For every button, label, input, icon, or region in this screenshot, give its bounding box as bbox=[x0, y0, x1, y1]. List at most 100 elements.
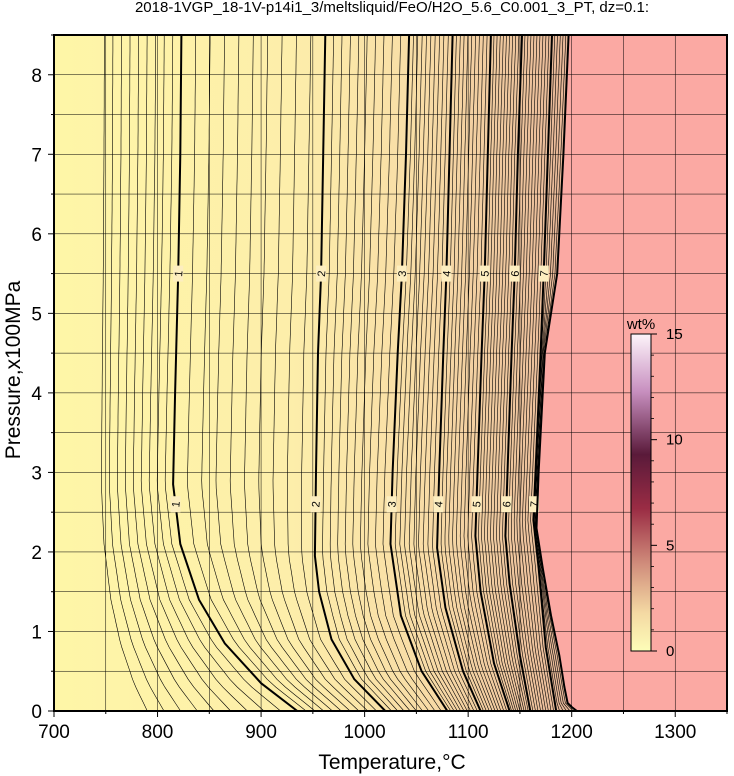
contour-label: 3 bbox=[386, 501, 398, 508]
minor-contour bbox=[511, 35, 536, 711]
colorbar: wt% 0 5 10 15 bbox=[626, 316, 683, 660]
contour-label: 1 bbox=[173, 270, 185, 277]
y-tick-label: 2 bbox=[31, 543, 42, 564]
minor-contour bbox=[496, 35, 525, 711]
colorbar-tick-label: 0 bbox=[666, 643, 674, 660]
y-tick-label: 5 bbox=[31, 304, 42, 325]
contour-label: 7 bbox=[538, 270, 550, 277]
contour-label-bg bbox=[396, 265, 407, 282]
colorbar-tick-label: 10 bbox=[666, 432, 683, 449]
y-tick-label: 6 bbox=[31, 225, 42, 246]
x-tick-label: 1200 bbox=[551, 722, 593, 743]
x-tick-label: 900 bbox=[245, 722, 277, 743]
minor-contour bbox=[375, 35, 436, 711]
minor-contour bbox=[337, 35, 405, 711]
contour-label-bg bbox=[509, 265, 520, 282]
colorbar-tick-label: 5 bbox=[666, 537, 674, 554]
contour-label: 5 bbox=[479, 270, 491, 277]
minor-contour bbox=[534, 35, 564, 711]
contour-label-bg bbox=[501, 496, 512, 513]
plot-area: 1 1 2 2 3 3 4 4 5 5 6 6 7 7 bbox=[54, 35, 727, 711]
minor-contour bbox=[394, 35, 452, 711]
minor-contour bbox=[272, 35, 360, 711]
minor-contour bbox=[444, 35, 487, 711]
colorbar-label: wt% bbox=[626, 316, 655, 333]
minor-contour bbox=[456, 35, 496, 711]
contour-label-bg bbox=[316, 265, 327, 282]
major-contour-2 bbox=[313, 35, 387, 711]
minor-contour bbox=[519, 35, 544, 711]
x-tick-label: 1100 bbox=[448, 722, 489, 743]
contour-label-bg bbox=[170, 496, 181, 513]
minor-contour bbox=[487, 35, 519, 711]
y-tick-label: 0 bbox=[31, 702, 42, 723]
major-contours: 1 1 2 2 3 3 4 4 5 5 6 6 7 7 bbox=[170, 35, 558, 711]
grid bbox=[54, 35, 727, 711]
major-contour-3 bbox=[389, 35, 449, 711]
minor-contour bbox=[524, 35, 549, 711]
minor-contour bbox=[108, 35, 165, 711]
contour-label: 2 bbox=[316, 270, 328, 277]
minor-contour bbox=[448, 35, 490, 711]
major-contour-4 bbox=[436, 35, 482, 711]
y-tick-label: 4 bbox=[31, 384, 42, 405]
x-tick-label: 800 bbox=[142, 722, 174, 743]
minor-contour bbox=[399, 35, 455, 711]
minor-contour bbox=[422, 35, 471, 711]
x-tick-label: 700 bbox=[38, 722, 70, 743]
minor-contour bbox=[140, 35, 231, 711]
minor-contour bbox=[432, 35, 478, 711]
major-contour-7 bbox=[532, 35, 558, 711]
major-contour-6 bbox=[504, 35, 532, 711]
minor-contour bbox=[527, 35, 552, 711]
minor-contour bbox=[493, 35, 523, 711]
minor-contour bbox=[287, 35, 368, 711]
minor-contour bbox=[301, 35, 377, 711]
contour-label: 3 bbox=[397, 270, 409, 277]
minor-contour bbox=[322, 35, 392, 711]
minor-contour bbox=[440, 35, 484, 711]
x-tick-label: 1300 bbox=[654, 722, 696, 743]
contour-label: 6 bbox=[509, 270, 521, 277]
contour-label: 4 bbox=[441, 270, 453, 277]
contour-label: 5 bbox=[471, 501, 483, 508]
contour-label: 7 bbox=[529, 501, 541, 508]
minor-contour bbox=[459, 35, 499, 711]
minor-contour bbox=[382, 35, 442, 711]
major-contour-5 bbox=[474, 35, 511, 711]
contour-label-bg bbox=[441, 265, 452, 282]
colorbar-scale bbox=[630, 333, 652, 652]
y-tick-label: 1 bbox=[31, 622, 42, 643]
minor-contour bbox=[101, 35, 148, 711]
minor-contour bbox=[516, 35, 541, 711]
minor-contour bbox=[481, 35, 514, 711]
contour-label-bg bbox=[173, 265, 184, 282]
minor-contours bbox=[101, 35, 574, 711]
contour-label-bg bbox=[310, 496, 321, 513]
contour-label: 1 bbox=[170, 501, 182, 508]
x-axis: 700 800 900 1000 1100 1200 1300 bbox=[38, 711, 728, 743]
minor-contour bbox=[132, 35, 215, 711]
minor-contour bbox=[467, 35, 505, 711]
contour-label-bg bbox=[386, 496, 397, 513]
minor-contour bbox=[427, 35, 475, 711]
minor-contour bbox=[463, 35, 502, 711]
x-tick-label: 1000 bbox=[343, 722, 385, 743]
minor-contour bbox=[478, 35, 512, 711]
minor-contour bbox=[244, 35, 342, 711]
minor-contour bbox=[534, 35, 567, 711]
colorbar-tick-label: 15 bbox=[666, 326, 683, 343]
minor-contour bbox=[187, 35, 307, 711]
minor-contour bbox=[530, 35, 554, 711]
contour-label: 2 bbox=[310, 501, 322, 508]
contour-label-bg bbox=[538, 265, 549, 282]
minor-contour bbox=[215, 35, 324, 711]
minor-contour bbox=[413, 35, 465, 711]
minor-contour bbox=[156, 35, 265, 711]
x-axis-label: Temperature,°C bbox=[318, 751, 465, 774]
y-tick-label: 3 bbox=[31, 463, 42, 484]
minor-contour bbox=[404, 35, 458, 711]
minor-contour bbox=[148, 35, 248, 711]
minor-contour bbox=[490, 35, 521, 711]
